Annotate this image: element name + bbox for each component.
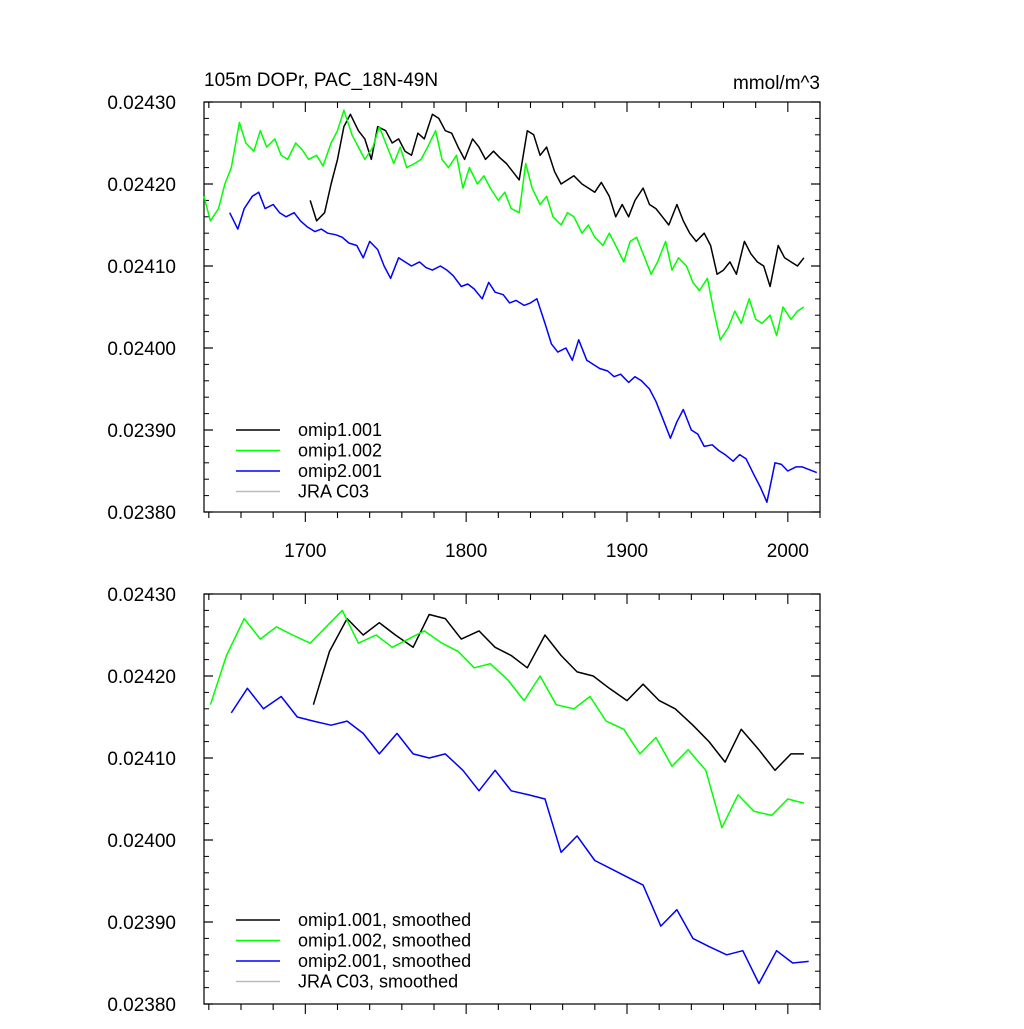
legend-label: omip1.002 [298,441,382,461]
y-tick-label: 0.02430 [107,585,176,606]
series-line-omip1-002 [203,109,805,341]
axis-ticks [204,101,821,522]
series-line-omip1-001 [309,113,805,288]
y-tick-label: 0.02390 [107,913,176,934]
y-tick-label: 0.02430 [107,93,176,114]
legend-label: omip1.001, smoothed [298,910,471,930]
series-line-omip1-001-smoothed [312,613,804,772]
axis-ticks [204,593,821,1014]
chart-units: mmol/m^3 [733,73,820,94]
y-tick-label: 0.02380 [107,995,176,1016]
legend-label: omip1.002, smoothed [298,931,471,951]
plot-area-border [203,593,821,1005]
plot-frame [203,593,821,1005]
x-tick-label: 1900 [606,541,648,562]
x-tick-label: 1800 [445,541,487,562]
panel-top: 105m DOPr, PAC_18N-49N mmol/m^3 0.023800… [107,70,821,562]
series-line-omip2-001 [229,191,818,503]
plot-frame [203,101,821,513]
plot-area-border [203,101,821,513]
x-tick-label: 2000 [767,541,809,562]
y-tick-labels: 0.02380 0.02390 0.02400 0.02410 0.02420 0.024… [107,93,176,524]
chart-title: 105m DOPr, PAC_18N-49N [204,70,438,91]
series-group [203,109,818,503]
x-tick-label: 1700 [284,541,326,562]
series-line-omip2-001-smoothed [230,687,809,985]
y-tick-label: 0.02420 [107,175,176,196]
legend-label: omip2.001, smoothed [298,951,471,971]
y-tick-label: 0.02400 [107,339,176,360]
y-tick-label: 0.02410 [107,749,176,770]
series-line-omip1-002-smoothed [209,609,805,829]
y-tick-label: 0.02410 [107,257,176,278]
x-tick-labels: 1700 1800 1900 2000 [284,541,809,562]
y-tick-label: 0.02420 [107,667,176,688]
legend-label: JRA C03, smoothed [298,972,458,992]
series-group [209,609,809,985]
legend-label: omip1.001 [298,420,382,440]
legend-label: JRA C03 [298,482,369,502]
y-tick-label: 0.02400 [107,831,176,852]
legend-label: omip2.001 [298,461,382,481]
y-tick-label: 0.02380 [107,503,176,524]
panel-bottom: 0.02380 0.02390 0.02400 0.02410 0.02420 0.024… [107,585,821,1016]
y-tick-label: 0.02390 [107,421,176,442]
y-tick-labels: 0.02380 0.02390 0.02400 0.02410 0.02420 0.024… [107,585,176,1016]
